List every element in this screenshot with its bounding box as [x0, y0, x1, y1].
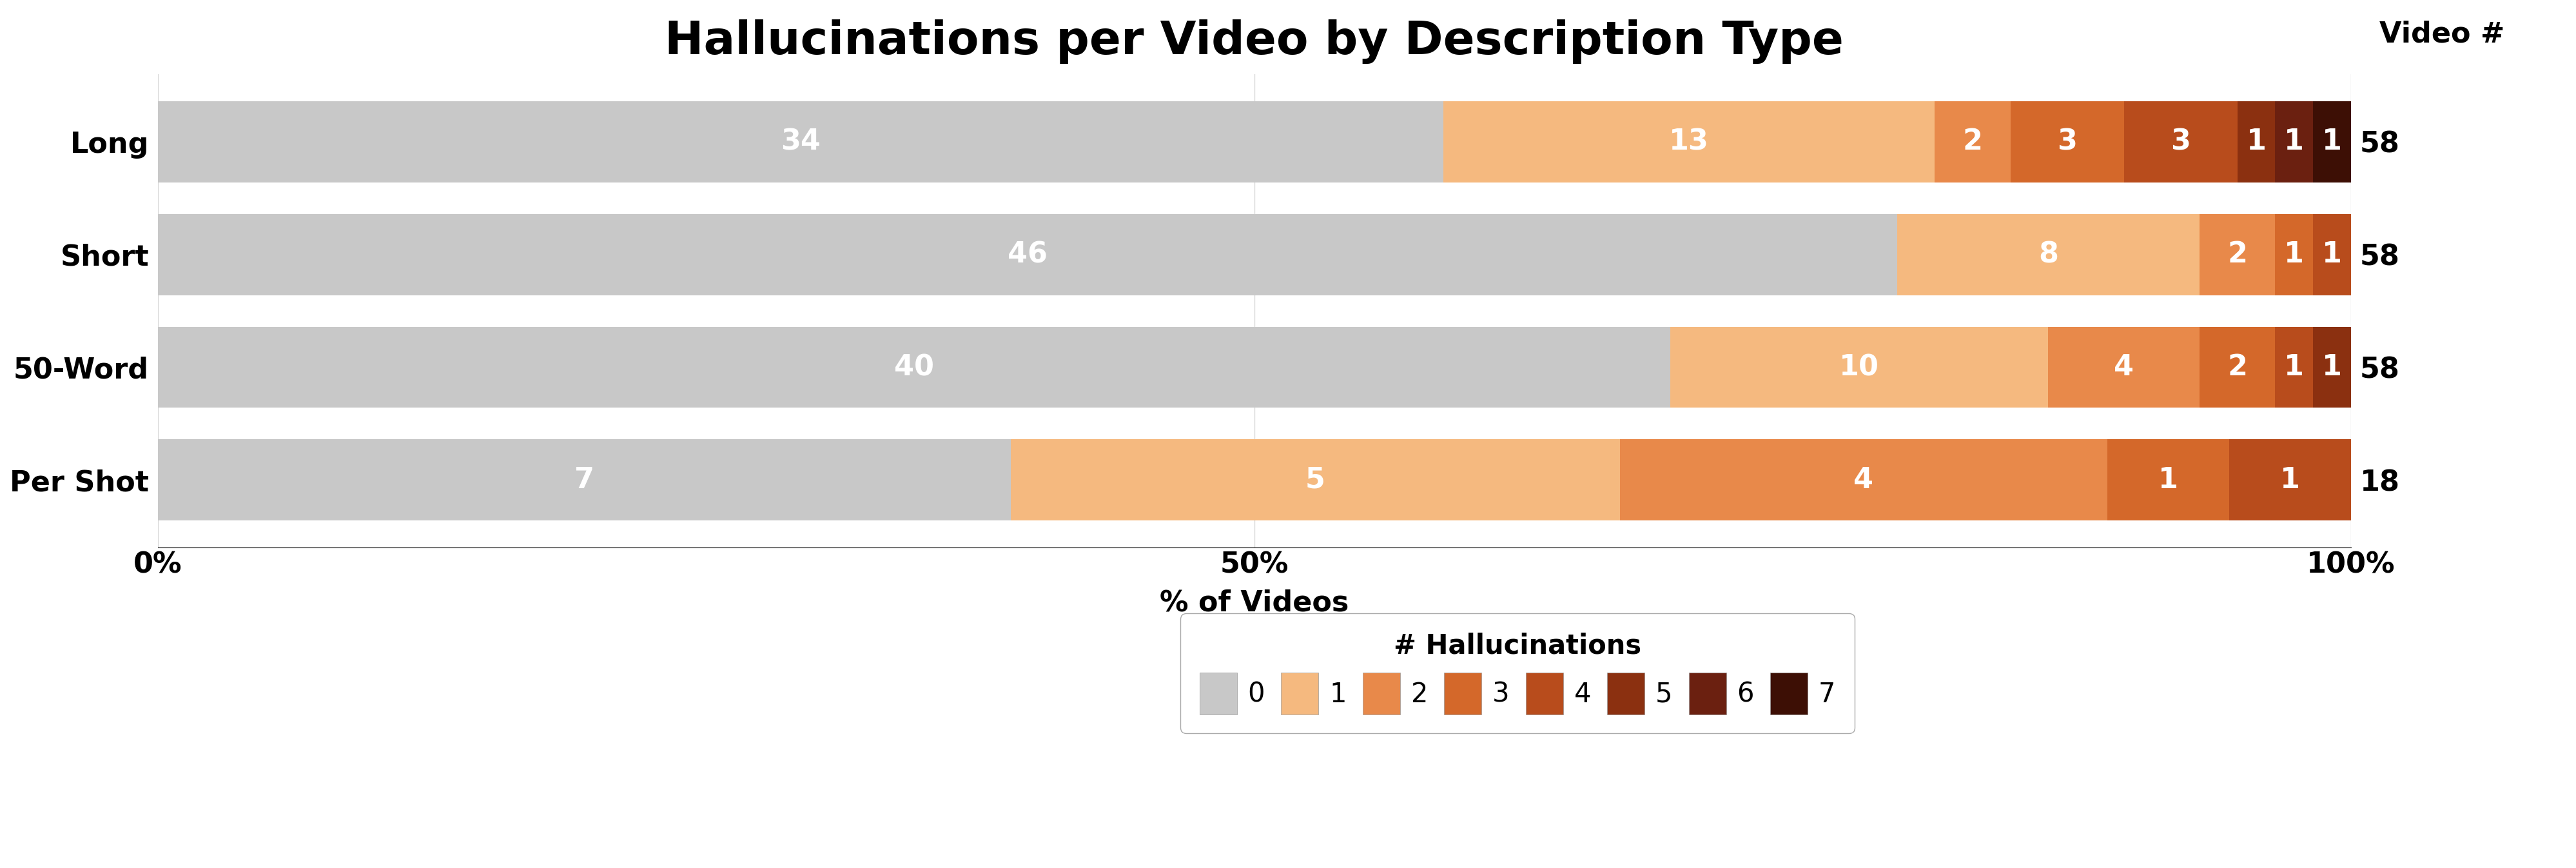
Text: 1: 1 — [2321, 128, 2342, 155]
Bar — [2239, 102, 2275, 182]
Bar — [1010, 439, 1620, 521]
Text: 4: 4 — [1855, 466, 1873, 494]
Bar — [157, 439, 1010, 521]
Text: 1: 1 — [2246, 128, 2267, 155]
Text: 3: 3 — [2058, 128, 2076, 155]
Bar — [2275, 326, 2313, 408]
X-axis label: % of Videos: % of Videos — [1159, 589, 1350, 617]
Text: 13: 13 — [1669, 128, 1708, 155]
Text: 8: 8 — [2038, 240, 2058, 268]
Text: 1: 1 — [2159, 466, 2177, 494]
Title: Hallucinations per Video by Description Type: Hallucinations per Video by Description … — [665, 20, 1844, 64]
Legend: 0, 1, 2, 3, 4, 5, 6, 7: 0, 1, 2, 3, 4, 5, 6, 7 — [1180, 614, 1855, 733]
Bar — [1443, 102, 1935, 182]
Bar — [2009, 102, 2123, 182]
Text: 2: 2 — [1963, 128, 1984, 155]
Text: 1: 1 — [2321, 240, 2342, 268]
Text: 1: 1 — [2285, 353, 2303, 381]
Bar — [2313, 102, 2352, 182]
Bar — [2275, 214, 2313, 295]
Text: 2: 2 — [2228, 353, 2246, 381]
Text: 1: 1 — [2285, 128, 2303, 155]
Text: 3: 3 — [2172, 128, 2190, 155]
Bar — [1620, 439, 2107, 521]
Text: 46: 46 — [1007, 240, 1048, 268]
Bar — [2123, 102, 2239, 182]
Text: 1: 1 — [2285, 240, 2303, 268]
Bar — [2313, 326, 2352, 408]
Bar — [157, 214, 1896, 295]
Bar — [2313, 214, 2352, 295]
Text: 7: 7 — [574, 466, 595, 494]
Bar — [2228, 439, 2352, 521]
Text: 10: 10 — [1839, 353, 1880, 381]
Text: 1: 1 — [2280, 466, 2300, 494]
Bar — [157, 102, 1443, 182]
Bar — [2107, 439, 2228, 521]
Text: 5: 5 — [1306, 466, 1324, 494]
Text: Video #: Video # — [2380, 20, 2504, 48]
Bar — [1669, 326, 2048, 408]
Bar — [2048, 326, 2200, 408]
Bar — [2200, 214, 2275, 295]
Text: 1: 1 — [2321, 353, 2342, 381]
Text: 34: 34 — [781, 128, 822, 155]
Bar — [1935, 102, 2009, 182]
Text: 2: 2 — [2228, 240, 2246, 268]
Bar — [2275, 102, 2313, 182]
Text: 4: 4 — [2115, 353, 2133, 381]
Text: 40: 40 — [894, 353, 935, 381]
Bar — [157, 326, 1669, 408]
Bar — [1896, 214, 2200, 295]
Bar — [2200, 326, 2275, 408]
